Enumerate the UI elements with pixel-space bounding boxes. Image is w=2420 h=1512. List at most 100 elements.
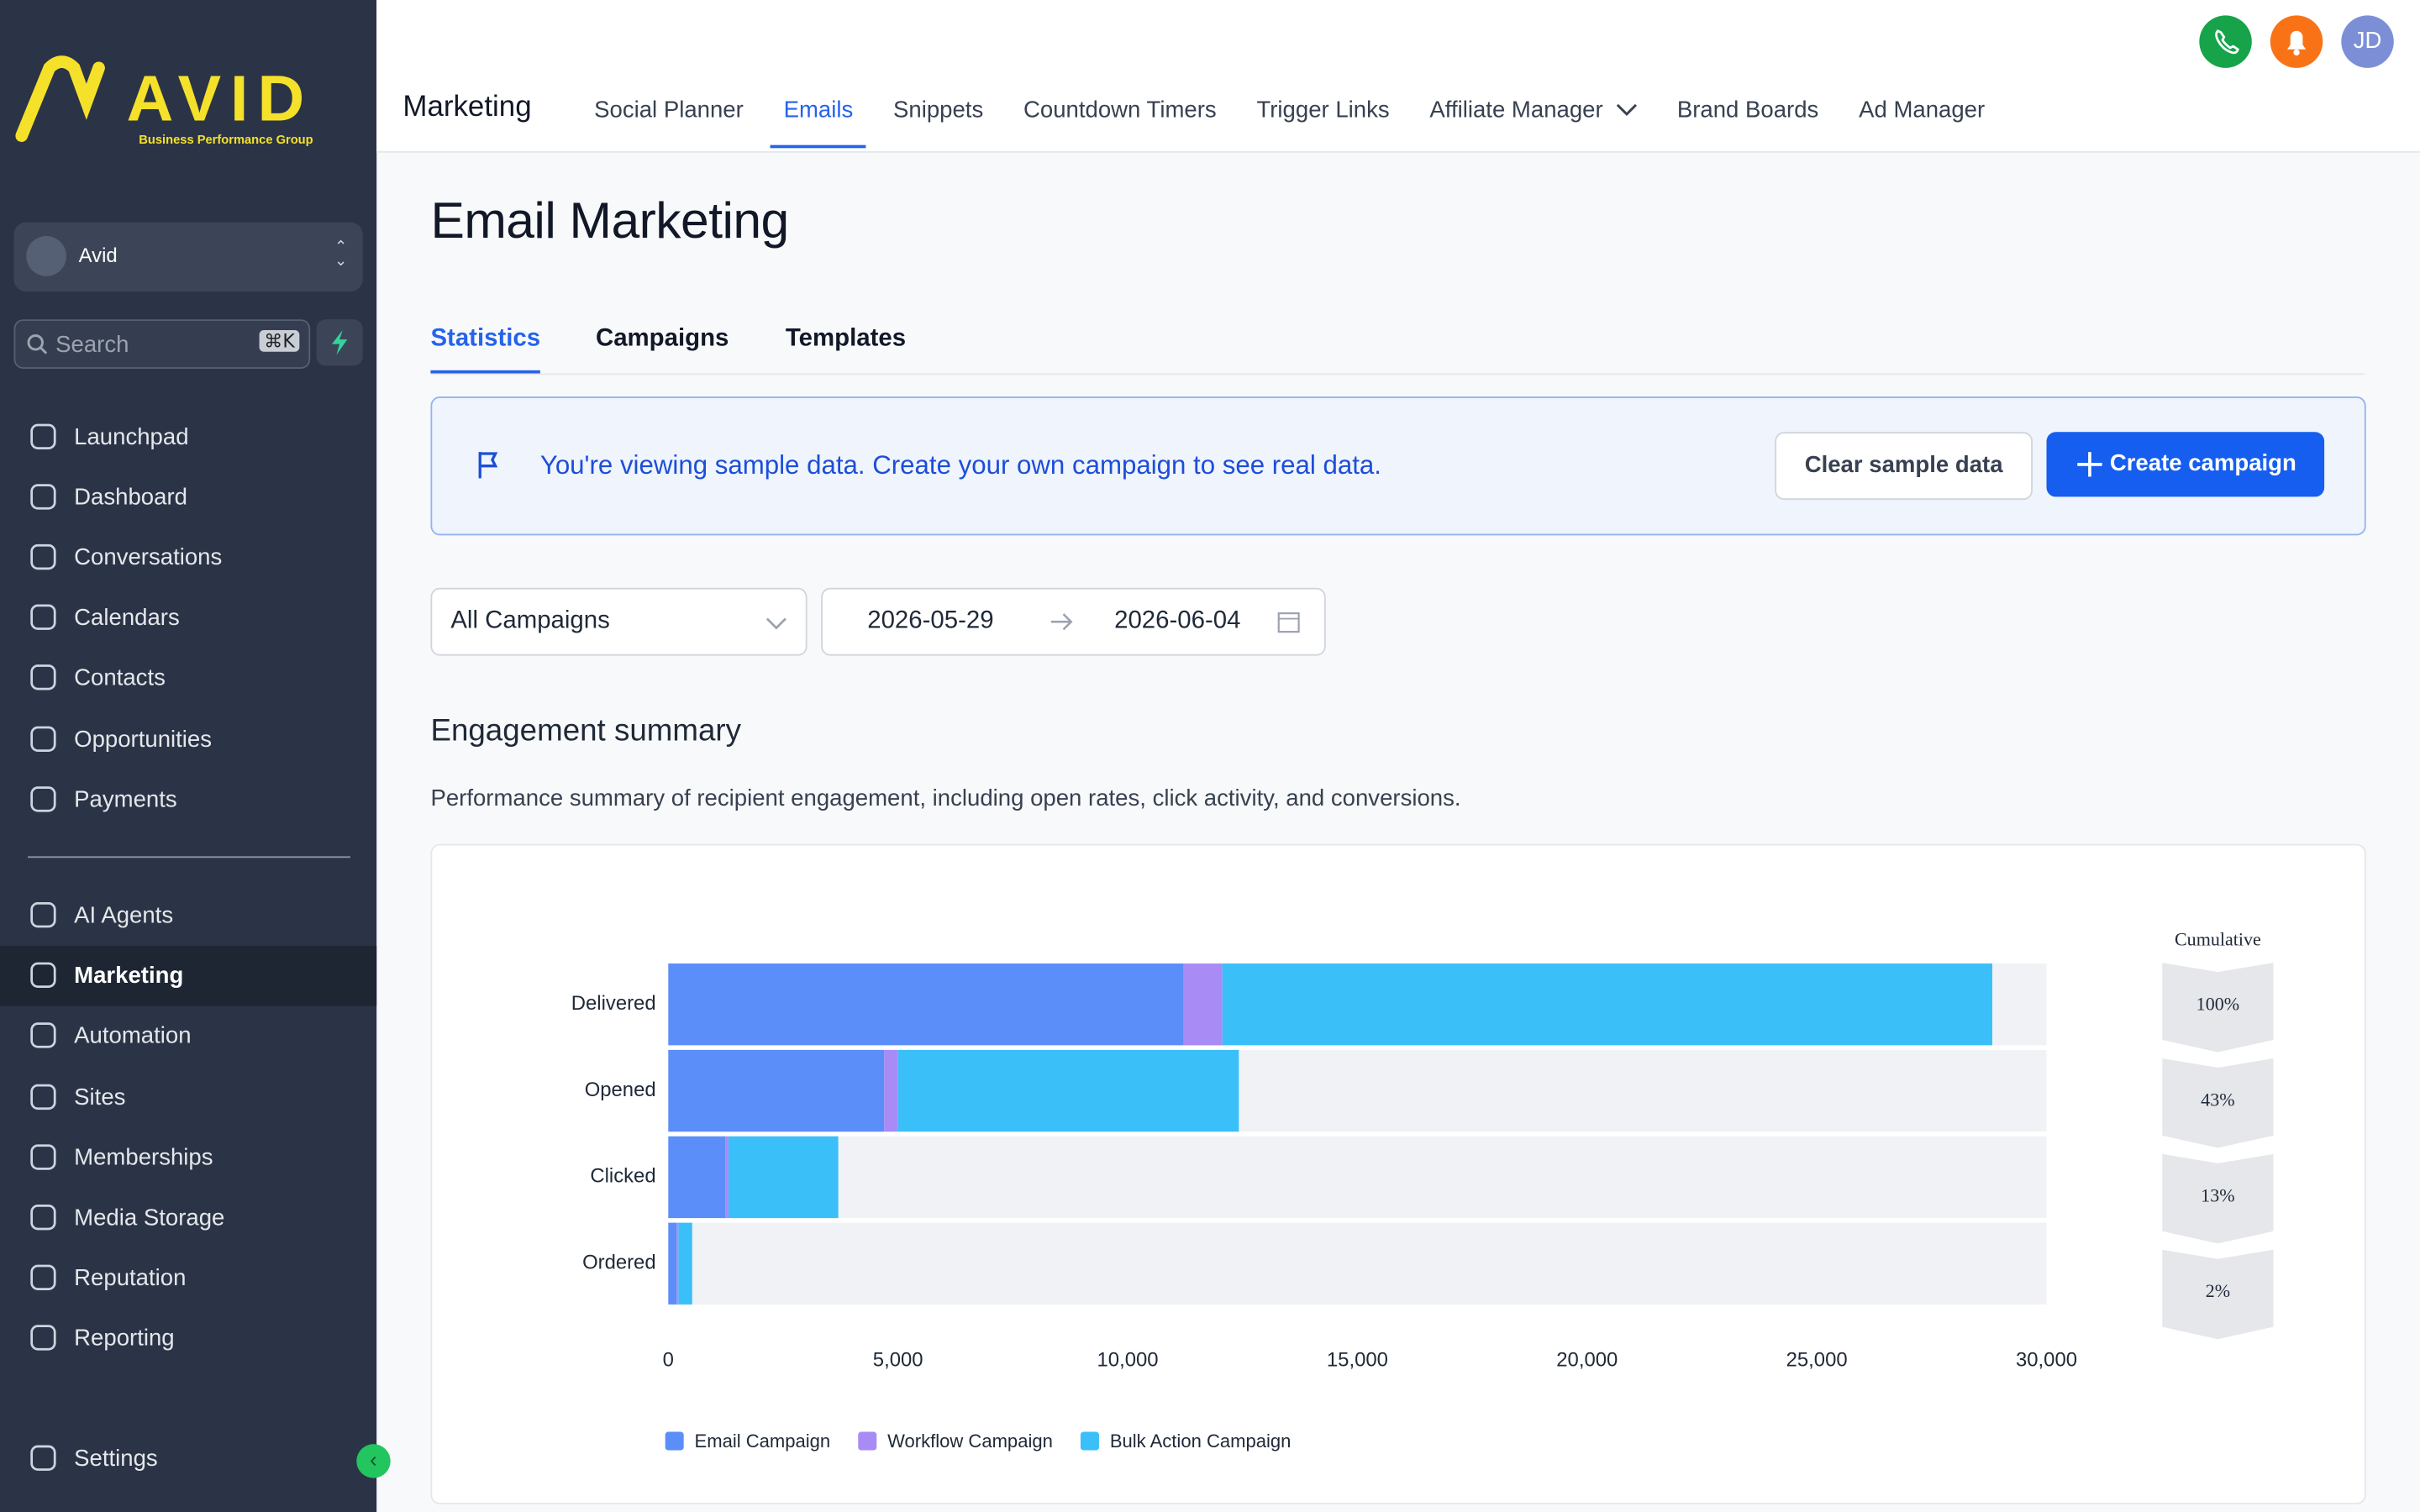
icon-shape — [30, 785, 56, 812]
section-title: Marketing — [402, 91, 532, 123]
campaign-filter[interactable]: All Campaigns — [430, 587, 808, 656]
x-tick-label: 25,000 — [1786, 1348, 1848, 1371]
nav-item[interactable]: Dashboard — [0, 467, 376, 528]
bar-segment — [668, 963, 1184, 1046]
create-campaign-button[interactable]: Create campaign — [2046, 432, 2325, 497]
sub-tab[interactable]: Campaigns — [595, 325, 729, 352]
bar-segment — [678, 1222, 692, 1305]
nav-item[interactable]: Reputation — [0, 1248, 376, 1309]
tab-label: Brand Boards — [1676, 97, 1819, 123]
cumulative-title: Cumulative — [2175, 928, 2261, 949]
x-tick-label: 0 — [663, 1348, 674, 1371]
search[interactable]: Search ⌘K — [13, 319, 311, 369]
phone-button[interactable] — [2199, 15, 2252, 68]
clear-sample-button[interactable]: Clear sample data — [1775, 432, 2033, 501]
nav-item[interactable]: Reporting — [0, 1309, 376, 1369]
sub-tab[interactable]: Statistics — [430, 326, 541, 374]
nav-item[interactable]: Memberships — [0, 1127, 376, 1188]
tab-label: Emails — [783, 97, 854, 123]
nav-tab[interactable]: Snippets — [880, 85, 996, 139]
nav-tab[interactable]: Trigger Links — [1244, 85, 1402, 139]
nav-label: Launchpad — [74, 423, 189, 450]
icon-shape — [30, 423, 56, 449]
nav-item[interactable]: Conversations — [0, 528, 376, 588]
y-tick-label: Clicked — [590, 1165, 655, 1188]
icon-shape — [30, 1265, 56, 1291]
cumulative-label: 43% — [2201, 1089, 2234, 1110]
account-name: Avid — [78, 244, 118, 267]
nav-item[interactable]: Media Storage — [0, 1188, 376, 1248]
nav-item[interactable]: Calendars — [0, 588, 376, 648]
date-range[interactable]: 2026-05-29 2026-06-04 — [821, 587, 1326, 656]
nav-tab[interactable]: Countdown Timers — [1010, 85, 1229, 139]
y-tick-label: Opened — [585, 1079, 656, 1101]
sidebar: AVID Business Performance Group Avid ⌃ ⌄ S… — [0, 0, 391, 1512]
chart: 0 5,000 10,000 15,000 20,000 25,000 30,000 Deli… — [571, 928, 2274, 1452]
bar-segment — [668, 1049, 885, 1132]
x-tick-label: 10,000 — [1097, 1348, 1159, 1371]
bar-segment — [884, 1049, 898, 1132]
notifications[interactable] — [2270, 15, 2323, 68]
sub-tab[interactable]: Templates — [785, 325, 907, 352]
nav-tab[interactable]: Social Planner — [581, 85, 757, 139]
sub-tabs: Statistics Campaigns Templates — [430, 308, 2365, 375]
collapse-button[interactable]: ‹ — [356, 1444, 391, 1478]
nav-item[interactable]: Settings — [0, 1429, 376, 1489]
x-tick-label: 20,000 — [1556, 1348, 1618, 1371]
account-switcher[interactable]: Avid ⌃ ⌄ — [13, 222, 363, 292]
bar-segment — [1183, 963, 1223, 1046]
nav-label: Calendars — [74, 605, 180, 632]
bar-segment — [728, 1136, 839, 1219]
nav-icon — [30, 664, 56, 691]
nav-tab[interactable]: Brand Boards — [1664, 85, 1832, 139]
nav-item[interactable]: AI Agents — [0, 885, 376, 946]
nav-item[interactable]: Payments — [0, 769, 376, 830]
logo-sub: Business Performance Group — [139, 134, 313, 147]
section-heading: Engagement summary — [430, 714, 742, 748]
filter-value: All Campaigns — [450, 607, 610, 634]
nav-icon — [30, 1205, 56, 1231]
banner-text: You're viewing sample data. Create your … — [539, 450, 1381, 480]
nav-icon — [30, 604, 56, 631]
date-start: 2026-05-29 — [867, 607, 994, 634]
nav-label: Settings — [74, 1446, 158, 1473]
nav-label: Conversations — [74, 544, 223, 571]
nav-label: Marketing — [74, 963, 184, 990]
nav-label: Opportunities — [74, 726, 213, 753]
tab-label: Affiliate Manager — [1429, 97, 1603, 123]
chevron-path — [1616, 103, 1637, 116]
icon-shape — [30, 664, 56, 691]
nav-label: Automation — [74, 1023, 192, 1050]
logo-text: AVID — [127, 62, 314, 134]
nav-icon — [30, 483, 56, 510]
nav-item[interactable]: Launchpad — [0, 407, 376, 467]
icon-shape — [30, 1445, 56, 1471]
section-description: Performance summary of recipient engagem… — [430, 785, 1461, 812]
nav-label: Media Storage — [74, 1205, 225, 1231]
y-tick-label: Delivered — [571, 992, 656, 1015]
quick-action[interactable] — [316, 319, 363, 366]
nav-icon — [30, 725, 56, 752]
nav-tab[interactable]: Emails — [770, 85, 866, 149]
nav-item[interactable]: Contacts — [0, 648, 376, 709]
date-end: 2026-06-04 — [1114, 607, 1241, 634]
sample-banner: You're viewing sample data. Create your … — [430, 396, 2366, 536]
nav-icon — [30, 1326, 56, 1352]
nav-item[interactable]: Opportunities — [0, 709, 376, 769]
tab-label: Snippets — [893, 97, 984, 123]
track — [668, 1222, 2047, 1305]
icon-shape — [30, 963, 56, 989]
nav-item[interactable]: Sites — [0, 1067, 376, 1127]
shortcut: ⌘K — [259, 330, 300, 352]
cumulative-step — [2162, 1058, 2274, 1148]
nav-tab[interactable]: Ad Manager — [1845, 85, 1997, 139]
nav-item[interactable]: Automation — [0, 1006, 376, 1067]
nav-item[interactable]: Marketing — [0, 946, 377, 1006]
nav-tab[interactable]: Affiliate Manager — [1417, 85, 1650, 139]
avatar[interactable]: JD — [2341, 15, 2394, 68]
bar-segment — [668, 1222, 677, 1305]
bar-segment — [725, 1136, 729, 1219]
nav-icon — [30, 423, 56, 449]
bar-segment — [668, 1136, 726, 1219]
